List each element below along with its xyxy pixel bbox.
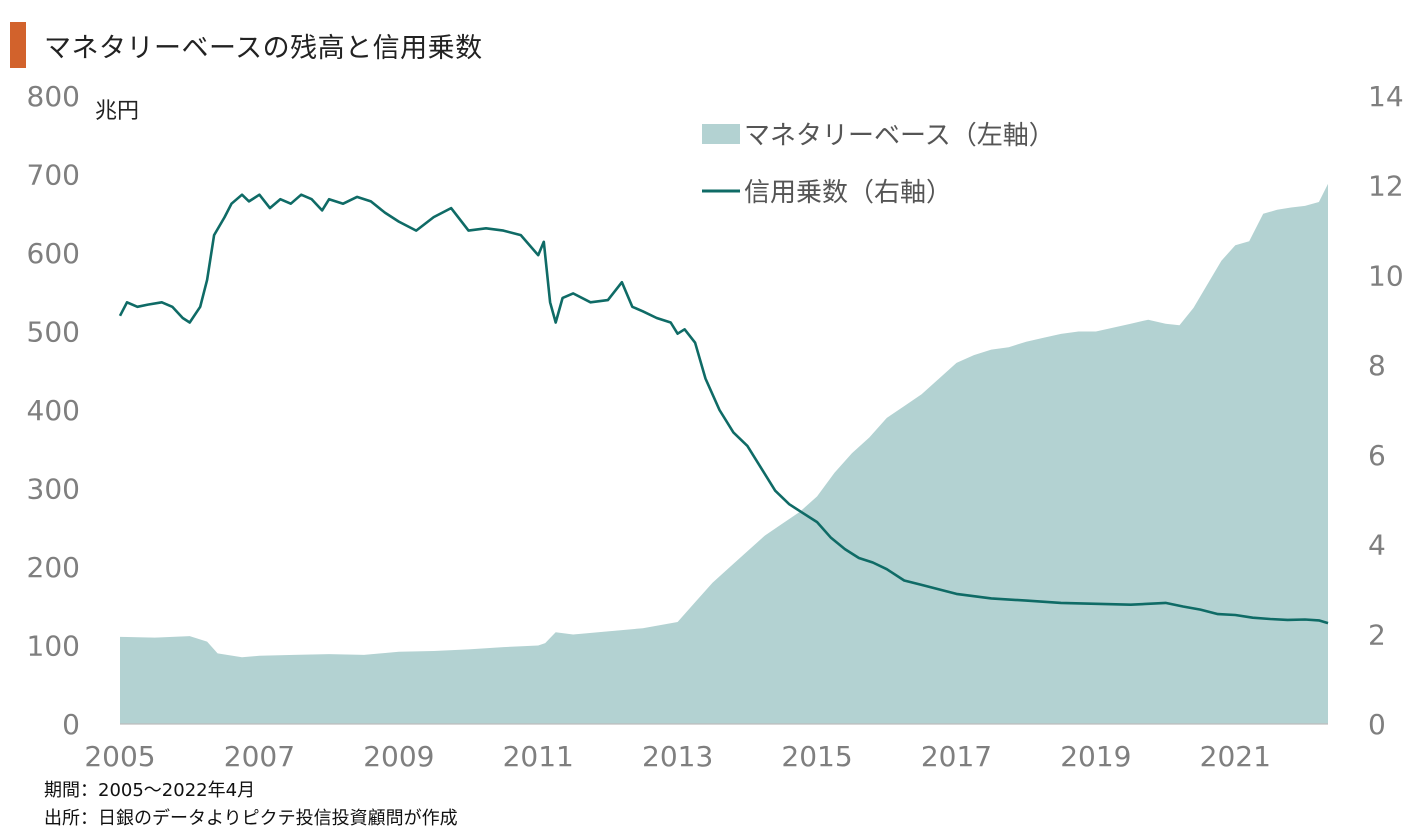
footnote-period: 期間：2005～2022年4月 xyxy=(44,780,256,801)
x-axis-tick-label: 2015 xyxy=(781,740,852,773)
left-axis-tick-label: 800 xyxy=(27,80,80,113)
x-axis-tick-label: 2009 xyxy=(363,740,434,773)
x-axis-tick-label: 2019 xyxy=(1060,740,1131,773)
legend-label-money-multiplier: 信用乗数（右軸） xyxy=(744,178,952,208)
right-axis-tick-label: 6 xyxy=(1368,439,1386,472)
right-axis-tick-label: 10 xyxy=(1368,259,1404,292)
left-axis-tick-label: 400 xyxy=(27,394,80,427)
left-axis-tick-label: 300 xyxy=(27,473,80,506)
money-multiplier-line xyxy=(118,193,1329,625)
left-axis-unit: 兆円 xyxy=(95,99,139,124)
x-axis-tick-label: 2007 xyxy=(224,740,295,773)
left-axis-tick-label: 500 xyxy=(27,316,80,349)
x-axis-tick-label: 2021 xyxy=(1200,740,1271,773)
left-axis-tick-label: 200 xyxy=(27,551,80,584)
left-axis-tick-label: 0 xyxy=(62,708,80,741)
left-axis-tick-label: 700 xyxy=(27,159,80,192)
right-axis-tick-label: 4 xyxy=(1368,529,1386,562)
legend-swatch-area xyxy=(702,124,740,144)
monetary-base-area xyxy=(120,183,1328,724)
left-axis-tick-label: 600 xyxy=(27,237,80,270)
right-axis-tick-label: 2 xyxy=(1368,618,1386,651)
x-axis-tick-label: 2013 xyxy=(642,740,713,773)
right-axis-tick-label: 0 xyxy=(1368,708,1386,741)
title-accent-bar xyxy=(10,22,26,68)
x-axis-tick-label: 2017 xyxy=(921,740,992,773)
legend-label-monetary-base: マネタリーベース（左軸） xyxy=(744,121,1055,151)
right-axis-tick-label: 14 xyxy=(1368,80,1404,113)
x-axis-tick-label: 2011 xyxy=(503,740,574,773)
chart-title: マネタリーベースの残高と信用乗数 xyxy=(44,32,483,64)
right-axis-tick-label: 8 xyxy=(1368,349,1386,382)
title-block: マネタリーベースの残高と信用乗数 xyxy=(10,22,483,68)
left-axis-tick-label: 100 xyxy=(27,630,80,663)
x-axis-tick-label: 2005 xyxy=(84,740,155,773)
footnote-source: 出所：日銀のデータよりピクテ投信投資顧問が作成 xyxy=(44,808,458,829)
right-axis-tick-label: 12 xyxy=(1368,170,1404,203)
